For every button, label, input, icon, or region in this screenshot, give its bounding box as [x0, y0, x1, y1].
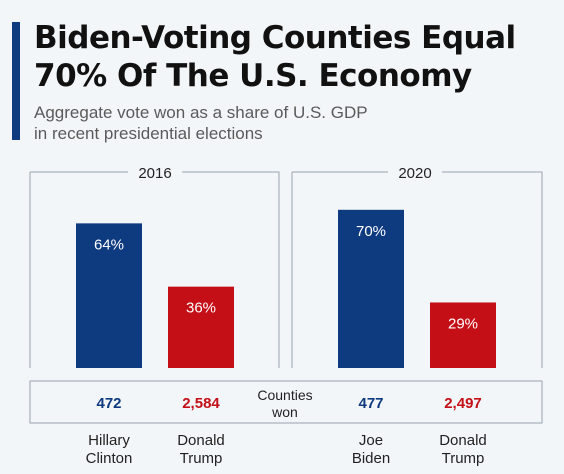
subtitle-line-1: Aggregate vote won as a share of U.S. GD… [34, 103, 368, 122]
candidate-label-hillary-clinton-2016-line2: Clinton [86, 450, 133, 467]
bar-hillary-clinton-2016 [76, 223, 142, 368]
candidate-label-donald-trump-2020-line1: Donald [439, 432, 487, 449]
title-line-1: Biden-Voting Counties Equal [34, 20, 516, 56]
bars: 64% 36% 70% 29% [76, 209, 496, 368]
bar-value-joe-biden-2020: 70% [356, 223, 386, 240]
year-frame-2016: 2016 [29, 165, 280, 368]
counties-value-joe-biden-2020: 477 [358, 395, 383, 412]
candidate-label-joe-biden-2020-line2: Biden [352, 450, 390, 467]
candidate-label-hillary-clinton-2016-line1: Hillary [88, 432, 130, 449]
candidate-label-donald-trump-2016-line2: Trump [180, 450, 223, 467]
counties-values: 472 2,584 477 2,497 [96, 395, 481, 412]
year-frame-2016-outline [29, 171, 280, 368]
counties-row-label-2: won [271, 404, 298, 420]
bar-donald-trump-2016 [168, 286, 234, 368]
title-line-2: 70% Of The U.S. Economy [34, 58, 472, 94]
bar-value-hillary-clinton-2016: 64% [94, 236, 124, 253]
subtitle-line-2: in recent presidential elections [34, 124, 263, 143]
bar-donald-trump-2020 [430, 302, 496, 368]
chart-subtitle: Aggregate vote won as a share of U.S. GD… [34, 102, 544, 144]
year-frame-2020-outline [291, 171, 543, 368]
counties-value-hillary-clinton-2016: 472 [96, 395, 121, 412]
year-label-2016: 2016 [138, 165, 171, 182]
year-frame-2020: 2020 [291, 165, 543, 368]
bar-value-donald-trump-2016: 36% [186, 300, 216, 317]
counties-value-donald-trump-2020: 2,497 [444, 395, 482, 412]
counties-label-bg [246, 382, 324, 422]
year-label-2020: 2020 [398, 165, 431, 182]
counties-row-label-1: Counties [257, 387, 312, 403]
counties-value-donald-trump-2016: 2,584 [182, 395, 220, 412]
bar-value-donald-trump-2020: 29% [448, 315, 478, 332]
candidate-label-donald-trump-2020-line2: Trump [442, 450, 485, 467]
chart-title: Biden-Voting Counties Equal 70% Of The U… [34, 19, 554, 95]
candidate-label-donald-trump-2016-line1: Donald [177, 432, 225, 449]
accent-bar [12, 22, 20, 140]
bar-joe-biden-2020 [338, 209, 404, 368]
candidate-label-joe-biden-2020-line1: Joe [359, 432, 383, 449]
candidate-labels: HillaryClintonDonaldTrumpJoeBidenDonaldT… [86, 432, 487, 467]
